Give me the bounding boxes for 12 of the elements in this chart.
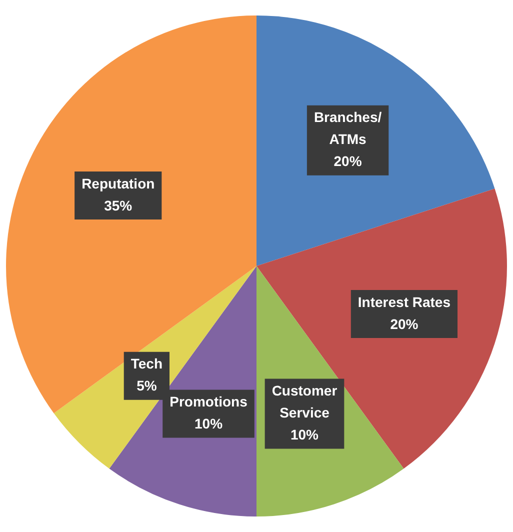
- data-label: 5%: [136, 378, 158, 394]
- data-label: 20%: [390, 316, 419, 332]
- slice-label: Customer Service: [272, 382, 338, 421]
- slice-label: Reputation: [82, 175, 155, 192]
- data-label: 10%: [290, 426, 320, 443]
- slice-label: Tech: [130, 356, 162, 372]
- slice-label: Promotions: [170, 394, 248, 410]
- data-label: 10%: [194, 416, 224, 432]
- data-label: 20%: [334, 153, 362, 170]
- slice-label: Branches/ATMs: [314, 109, 382, 148]
- data-label: 35%: [104, 197, 133, 214]
- slice-label: Interest Rates: [358, 294, 451, 310]
